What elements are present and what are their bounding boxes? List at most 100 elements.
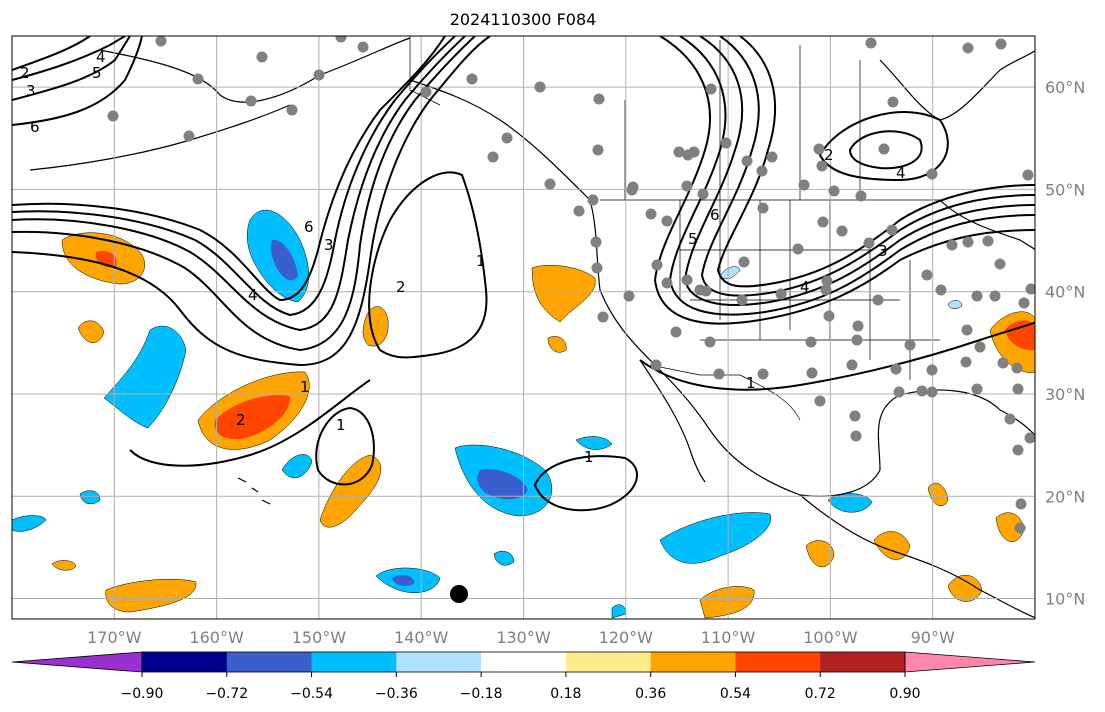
station-marker — [587, 194, 599, 206]
station-marker — [155, 36, 167, 47]
contour-label: 3 — [324, 236, 334, 254]
contour-label: 4 — [96, 48, 106, 66]
station-marker — [573, 205, 585, 217]
warm-anomaly-core — [214, 395, 291, 440]
station-marker — [994, 258, 1006, 270]
station-marker — [681, 180, 693, 192]
station-marker — [816, 160, 828, 172]
longitude-label: 100°W — [803, 628, 858, 647]
longitude-label: 140°W — [394, 628, 449, 647]
border-us-mexico — [649, 364, 801, 421]
map-frame — [11, 35, 1036, 620]
warm-anomaly-region — [531, 265, 596, 323]
cold-anomaly-core — [270, 239, 298, 281]
contour-line — [683, 36, 1035, 307]
station-marker — [245, 95, 257, 107]
contour-label: 3 — [878, 242, 888, 260]
station-marker — [757, 202, 769, 214]
station-marker — [850, 430, 862, 442]
colorbar-tick-label: −0.90 — [121, 686, 164, 702]
colorbar-segment — [650, 652, 736, 672]
longitude-label: 110°W — [701, 628, 756, 647]
latitude-labels: 10°N 20°N 30°N 40°N 50°N 60°N — [1045, 78, 1085, 608]
station-marker — [1012, 444, 1024, 456]
station-marker — [673, 146, 685, 158]
station-marker — [757, 368, 769, 380]
contour-label: 6 — [710, 206, 720, 224]
contour-line — [12, 36, 91, 71]
contour-line — [129, 379, 371, 467]
station-marker — [886, 224, 898, 236]
station-marker — [1014, 522, 1026, 534]
longitude-labels: 170°W 160°W 150°W 140°W 130°W 120°W 110°W 100°W… — [87, 628, 955, 647]
contour-label: 2 — [20, 64, 30, 82]
latitude-label: 60°N — [1045, 78, 1085, 97]
station-marker — [806, 367, 818, 379]
station-marker — [1011, 362, 1023, 374]
anomaly-shading — [12, 209, 1035, 619]
contour-line — [700, 36, 1035, 297]
cold-anomaly-region — [281, 454, 313, 479]
warm-anomaly-region — [547, 336, 567, 353]
station-marker — [661, 277, 673, 289]
colorbar-extend-low — [11, 651, 143, 673]
contour-label: 1 — [584, 448, 594, 466]
station-marker — [704, 336, 716, 348]
station-marker — [720, 137, 732, 149]
station-marker — [813, 143, 825, 155]
colorbar-segment — [481, 652, 567, 672]
colorbar-tick-label: −0.72 — [205, 686, 248, 702]
station-marker — [736, 294, 748, 306]
colorbar-tick-label: −0.54 — [290, 686, 333, 702]
warm-anomaly-region — [319, 454, 381, 528]
station-marker — [661, 215, 673, 227]
contour-line — [848, 130, 923, 170]
station-marker — [926, 168, 938, 180]
cold-anomaly-core — [477, 469, 528, 500]
station-marker — [590, 236, 602, 248]
station-marker — [817, 216, 829, 228]
longitude-label: 150°W — [292, 628, 347, 647]
contour-label: 2 — [824, 146, 834, 164]
warm-anomaly-region — [51, 560, 77, 571]
station-marker — [982, 235, 994, 247]
station-marker — [1025, 283, 1035, 295]
contour-line — [12, 36, 126, 81]
colorbar-tick-label: 0.90 — [889, 686, 920, 702]
station-marker — [852, 320, 864, 332]
station-marker — [534, 81, 546, 93]
coastline-hawaii — [237, 477, 271, 505]
contour-line — [716, 36, 1035, 288]
contour-line — [12, 36, 131, 101]
latitude-label: 10°N — [1045, 590, 1085, 609]
station-marker — [962, 236, 974, 248]
coastline-east — [939, 199, 1035, 251]
station-marker — [192, 73, 204, 85]
colorbar: −0.90 −0.72 −0.54 −0.36 −0.18 0.18 0.36 0.54 0.7… — [11, 651, 1036, 702]
colorbar-segment — [565, 652, 652, 672]
border-canada-provinces — [624, 40, 861, 200]
station-marker — [694, 284, 706, 296]
station-marker — [974, 341, 986, 353]
contour-line — [315, 406, 375, 486]
contour-label: 1 — [300, 378, 310, 396]
station-marker — [650, 359, 662, 371]
cold-anomaly-region — [947, 300, 963, 309]
coastline-west-canada — [409, 79, 591, 201]
colorbar-segment — [820, 652, 906, 672]
station-marker — [741, 155, 753, 167]
station-marker — [623, 290, 635, 302]
station-marker — [823, 310, 835, 322]
coastlines — [29, 37, 1035, 619]
figure-title: 2024110300 F084 — [450, 10, 597, 29]
station-marker — [971, 290, 983, 302]
cold-anomaly-region — [719, 266, 741, 280]
warm-anomaly-core — [1005, 320, 1035, 351]
station-marker — [670, 326, 682, 338]
station-marker — [313, 69, 325, 81]
station-marker — [893, 386, 905, 398]
station-marker — [995, 38, 1007, 50]
station-marker — [863, 237, 875, 249]
station-marker — [1022, 169, 1034, 181]
contour-label: 2 — [236, 411, 246, 429]
